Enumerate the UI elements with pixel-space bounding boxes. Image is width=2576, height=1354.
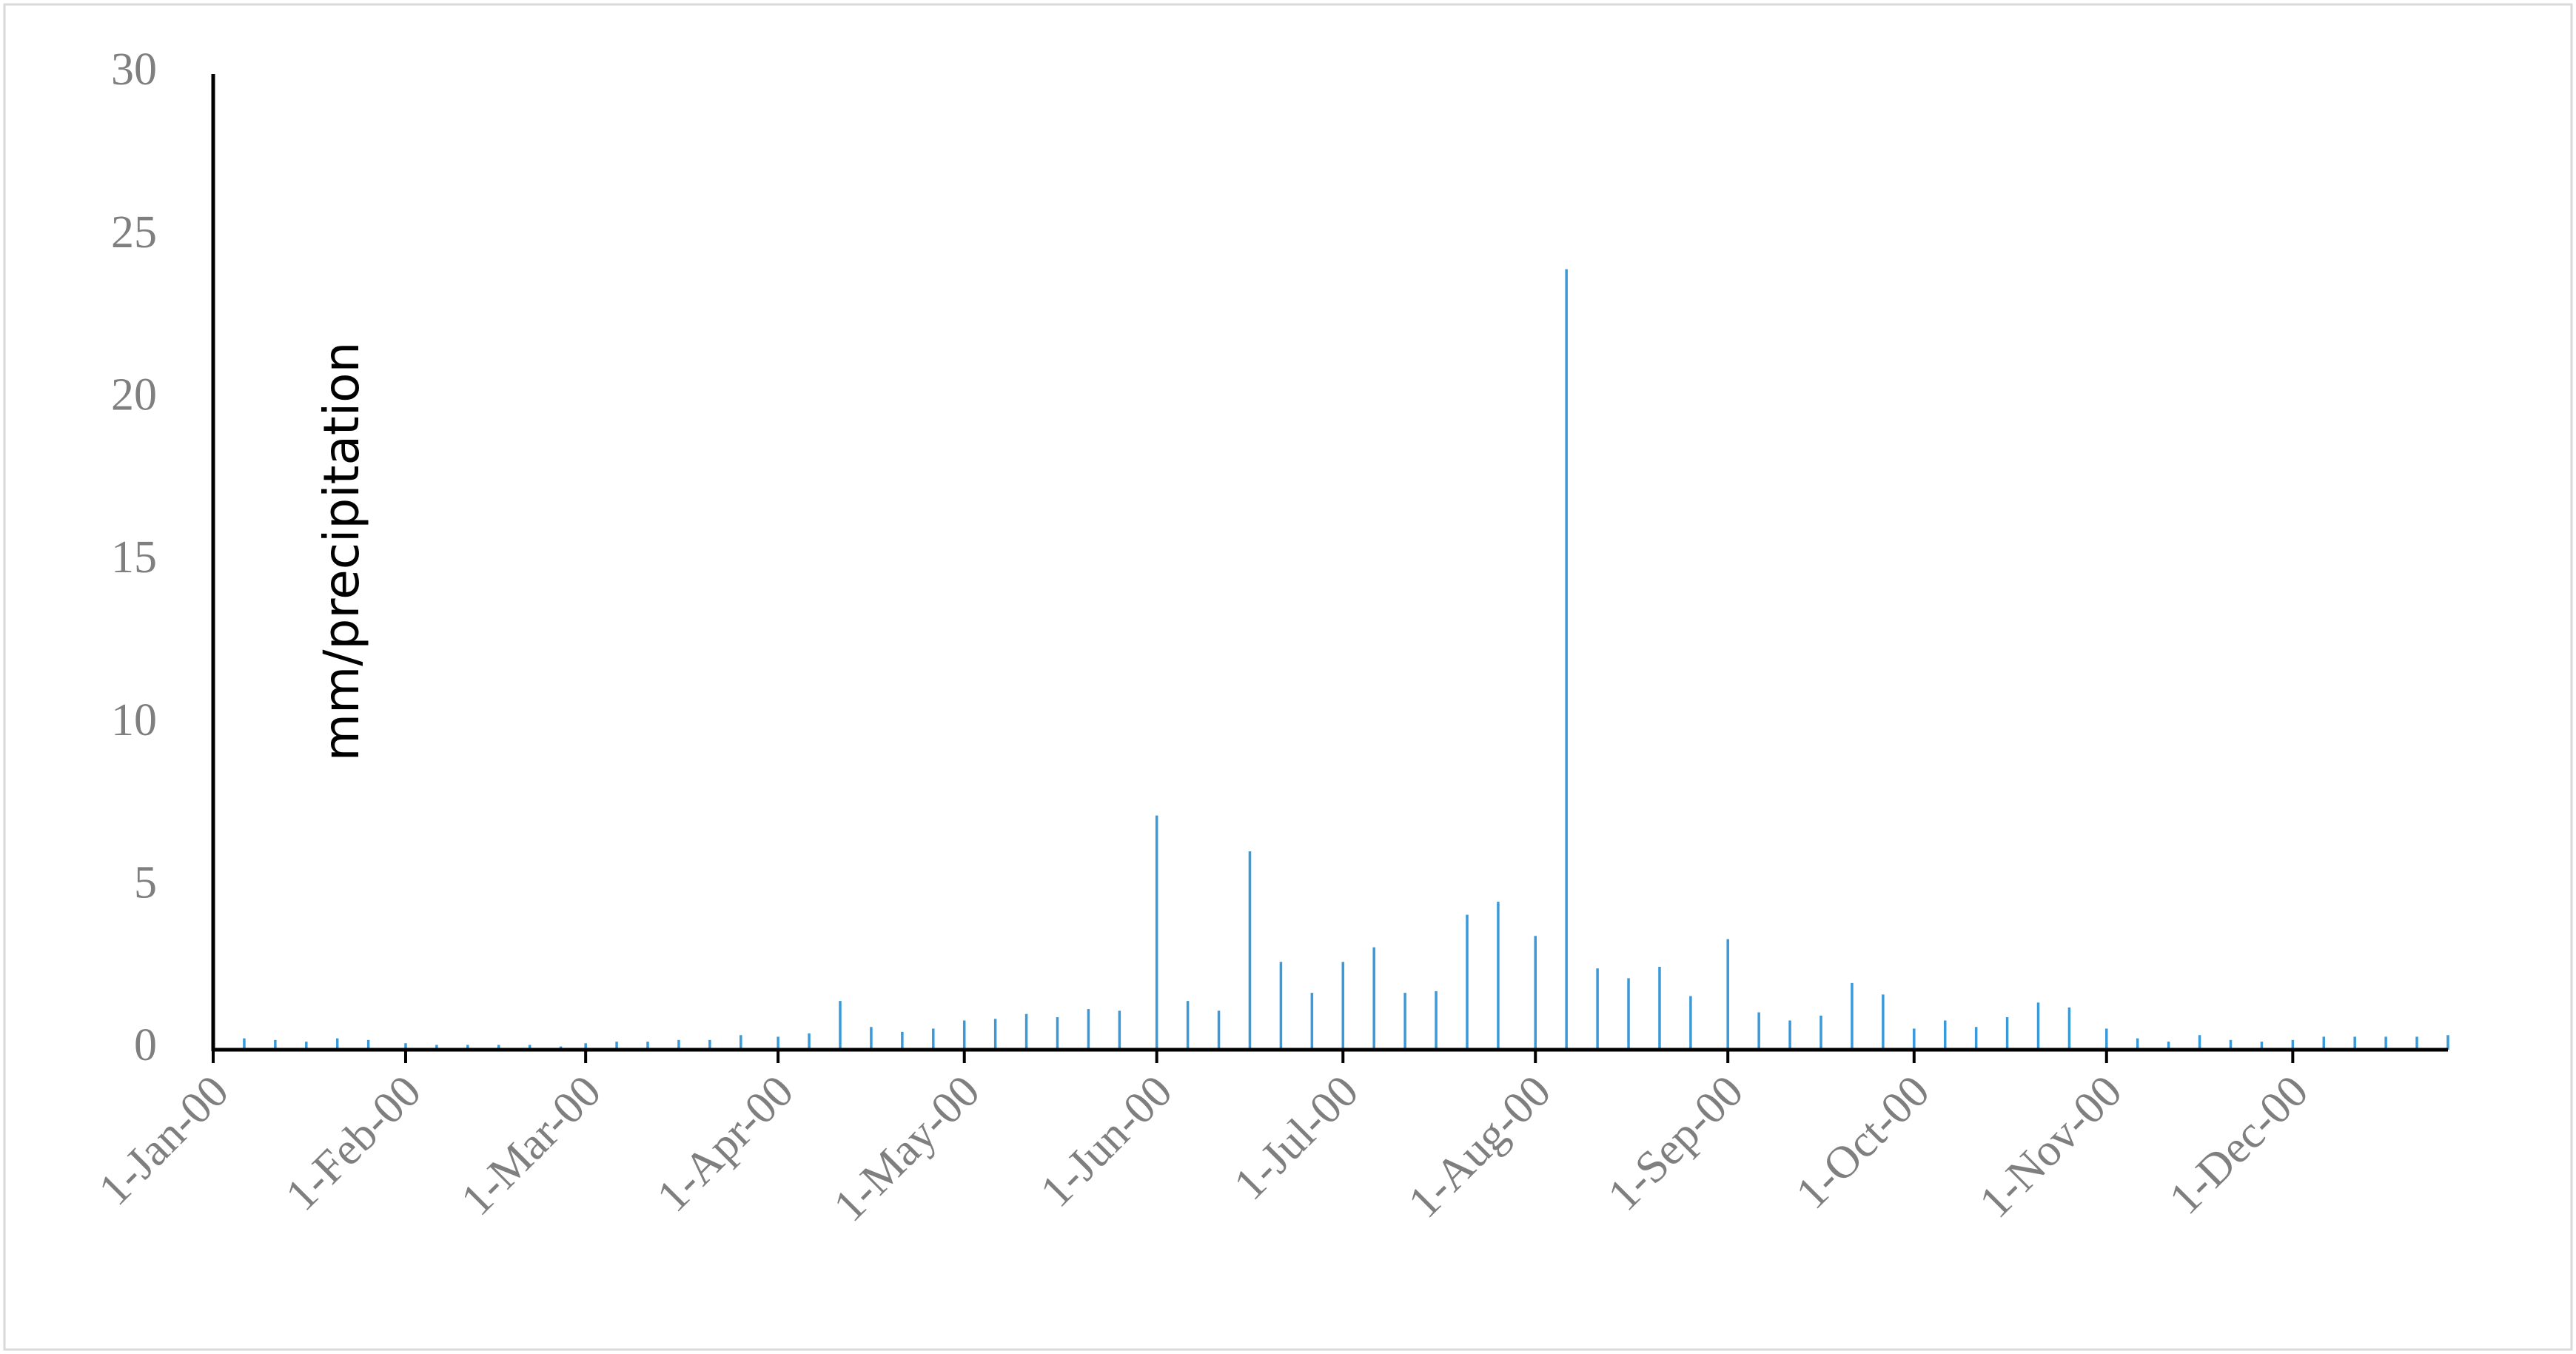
y-tick-label: 15 [111, 532, 157, 583]
y-tick-label: 25 [111, 207, 157, 258]
y-axis-title: mm/precipitation [313, 342, 370, 762]
y-tick-label: 5 [134, 858, 157, 908]
y-tick-label: 30 [111, 44, 157, 95]
chart-border [3, 3, 2573, 1351]
y-tick-label: 10 [111, 695, 157, 745]
y-tick-label: 20 [111, 370, 157, 420]
y-tick-label: 0 [134, 1020, 157, 1070]
